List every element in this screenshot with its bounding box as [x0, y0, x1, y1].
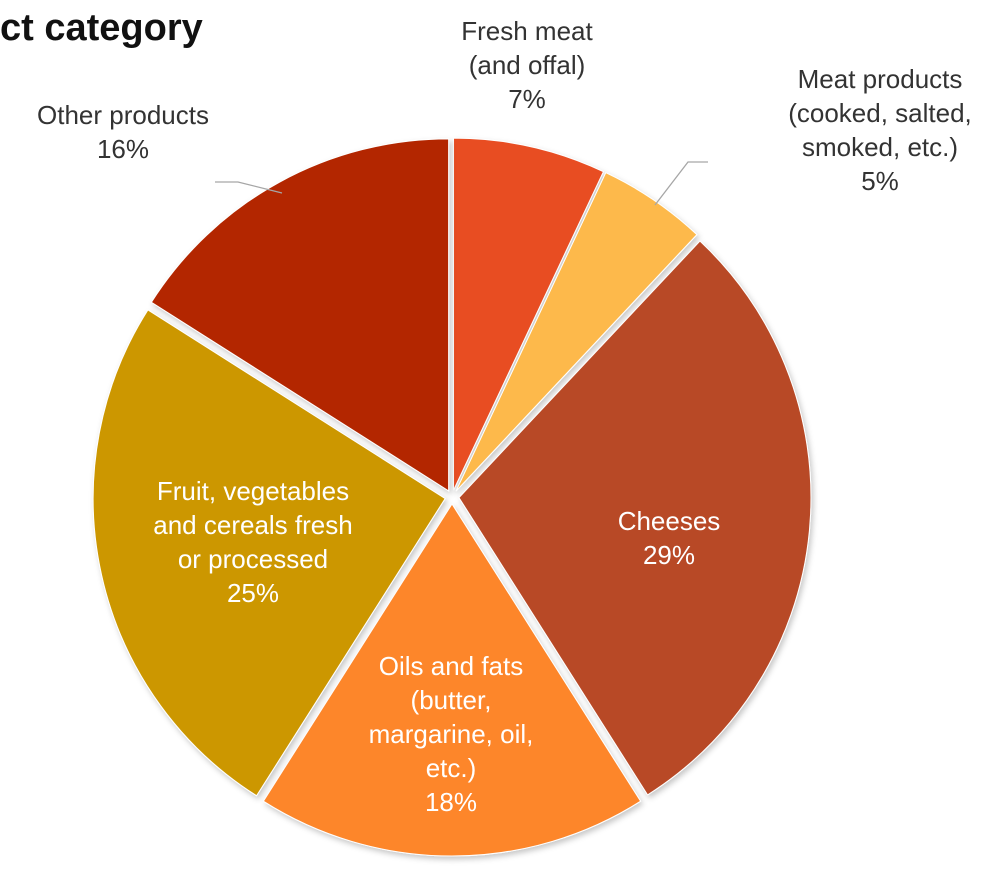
slice-category-label: (cooked, salted, — [788, 98, 972, 128]
slice-category-label: Oils and fats — [379, 651, 524, 681]
data-label-meat-products-cooked-salted-smoked-etc: Meat products (cooked, salted, smoked, etc… — [788, 64, 972, 196]
slice-category-label: Cheeses — [618, 506, 721, 536]
data-label-fresh-meat-and-offal: Fresh meat (and offal) 7% — [461, 16, 593, 114]
pie-slice-meat-products-cooked-salted-smoked-etc — [455, 172, 698, 492]
slice-value-label: 18% — [425, 787, 477, 817]
leader-line-meat-products-cooked-salted-smoked-etc — [654, 161, 708, 206]
slice-category-label: Other products — [37, 100, 209, 130]
slice-value-label: 29% — [643, 540, 695, 570]
pie-slice-cheeses — [458, 240, 812, 796]
data-label-oils-and-fats-butter-margarine-oil-etc: Oils and fats (butter, margarine, oil, etc.… — [369, 651, 534, 817]
slice-category-label: or processed — [178, 544, 328, 574]
slice-category-label: smoked, etc.) — [802, 132, 958, 162]
slice-value-label: 7% — [508, 84, 546, 114]
slice-category-label: (butter, — [411, 685, 492, 715]
slice-category-label: and cereals fresh — [153, 510, 352, 540]
slice-category-label: etc.) — [426, 753, 477, 783]
pie-slice-fresh-meat-and-offal — [453, 137, 605, 491]
data-label-cheeses: Cheeses 29% — [618, 506, 721, 570]
slice-category-label: (and offal) — [469, 50, 586, 80]
slice-category-label: Fruit, vegetables — [157, 476, 349, 506]
slice-category-label: Fresh meat — [461, 16, 593, 46]
pie-slice-other-products — [150, 138, 450, 492]
pie-slice-fruit-vegetables-and-cereals-fresh-or-processed — [92, 309, 446, 797]
data-label-fruit-vegetables-and-cereals-fresh-or-processed: Fruit, vegetables and cereals fresh or pro… — [153, 476, 352, 608]
data-label-other-products: Other products 16% — [37, 100, 209, 164]
slice-category-label: margarine, oil, — [369, 719, 534, 749]
slice-value-label: 16% — [97, 134, 149, 164]
slice-value-label: 5% — [861, 166, 899, 196]
pie-slice-oils-and-fats-butter-margarine-oil-etc — [262, 503, 642, 857]
slice-category-label: Meat products — [798, 64, 963, 94]
leader-line-other-products — [215, 181, 283, 194]
slice-value-label: 25% — [227, 578, 279, 608]
chart-title: ct category — [0, 7, 203, 49]
